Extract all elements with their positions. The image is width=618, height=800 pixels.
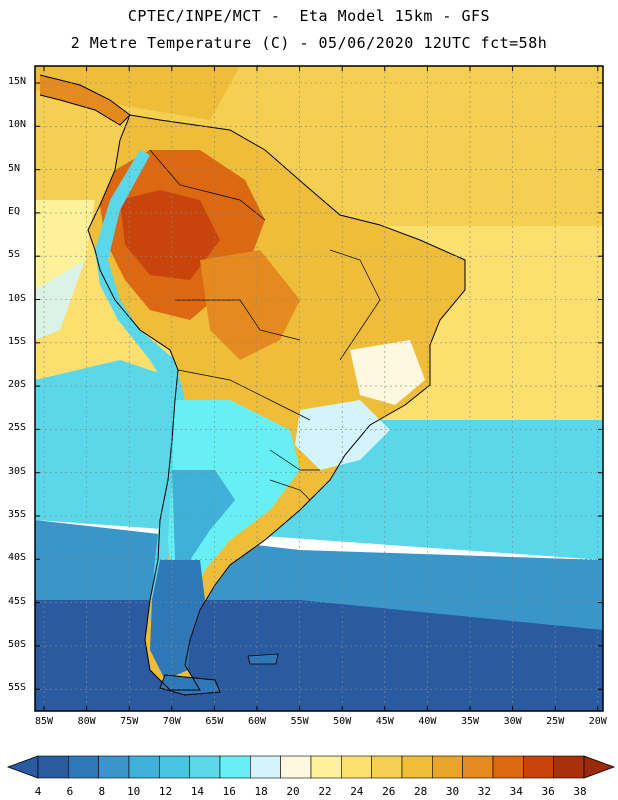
colorbar-label: 34 bbox=[509, 785, 523, 798]
colorbar-swatch bbox=[371, 755, 403, 779]
central-brazil-warm bbox=[200, 250, 300, 360]
andes-cool-ridge bbox=[95, 150, 185, 620]
lon-label: 60W bbox=[247, 716, 267, 727]
lat-label: 40S bbox=[8, 552, 27, 564]
colorbar-swatch bbox=[310, 755, 342, 779]
colorbar-swatch bbox=[280, 755, 312, 779]
tierra-del-fuego-coastline bbox=[159, 674, 221, 696]
colorbar-swatch bbox=[98, 755, 130, 779]
lon-label: 50W bbox=[333, 716, 352, 727]
lat-label: 55S bbox=[8, 682, 27, 694]
south-america-coastline bbox=[87, 114, 466, 691]
colorbar-swatch bbox=[341, 755, 372, 779]
lon-label: 80W bbox=[77, 716, 96, 727]
brazil-state-borders bbox=[329, 249, 381, 361]
lat-label: 20S bbox=[8, 379, 27, 391]
amazon-hottest-core bbox=[120, 190, 220, 280]
colorbar bbox=[6, 755, 616, 779]
lon-label: 25W bbox=[546, 716, 565, 727]
pacific-warm-patch bbox=[35, 66, 240, 120]
lat-label: 30S bbox=[8, 465, 27, 477]
colorbar-swatch bbox=[401, 755, 433, 779]
lat-label: 10N bbox=[8, 119, 27, 131]
colorbar-label: 30 bbox=[445, 785, 460, 798]
colorbar-swatch bbox=[68, 755, 99, 779]
colorbar-swatch bbox=[37, 755, 69, 779]
lat-label: 15N bbox=[8, 76, 27, 87]
colorbar-label: 22 bbox=[318, 785, 332, 798]
colorbar-label: 24 bbox=[350, 785, 364, 798]
lon-label: 55W bbox=[290, 716, 309, 727]
colorbar-swatch bbox=[462, 755, 494, 779]
colorbar-label: 10 bbox=[127, 785, 141, 798]
colorbar-label: 16 bbox=[222, 785, 236, 798]
colorbar-label: 14 bbox=[190, 785, 205, 798]
colorbar-swatch bbox=[523, 755, 554, 779]
lat-label: 5N bbox=[8, 162, 21, 174]
lon-label: 45W bbox=[375, 716, 394, 727]
colorbar-swatch bbox=[159, 755, 190, 779]
falkland-islands bbox=[247, 653, 279, 665]
lon-label: 75W bbox=[120, 716, 139, 727]
border-colombia-brazil bbox=[149, 149, 266, 221]
colorbar-label: 8 bbox=[98, 785, 106, 798]
central-america-coastline bbox=[39, 74, 131, 126]
colorbar-swatch bbox=[432, 755, 463, 779]
colorbar-label: 20 bbox=[286, 785, 300, 798]
border-uruguay bbox=[269, 449, 320, 471]
colorbar-swatch bbox=[219, 755, 251, 779]
lat-label: 5S bbox=[8, 249, 21, 261]
colorbar-label: 26 bbox=[382, 785, 396, 798]
colorbar-label: 4 bbox=[34, 785, 42, 798]
lat-label: 25S bbox=[8, 422, 27, 434]
border-bolivia-brazil bbox=[175, 299, 301, 341]
colorbar-swatch bbox=[492, 755, 524, 779]
lat-label: 35S bbox=[8, 509, 27, 520]
lat-label: 15S bbox=[8, 335, 27, 347]
map-frame bbox=[34, 65, 604, 712]
colorbar-label: 6 bbox=[66, 785, 74, 798]
colorbar-label: 36 bbox=[541, 785, 555, 798]
lon-label: 35W bbox=[460, 716, 480, 727]
highlands-mild bbox=[350, 340, 425, 405]
colorbar-swatch bbox=[128, 755, 160, 779]
lat-label: 10S bbox=[8, 292, 27, 304]
axis-ticks bbox=[35, 66, 603, 711]
colorbar-swatch bbox=[189, 755, 221, 779]
lat-label: 45S bbox=[8, 595, 27, 607]
lon-label: 40W bbox=[418, 716, 437, 727]
coastlines bbox=[39, 74, 466, 696]
southeast-brazil-mild bbox=[295, 400, 390, 470]
border-paraguay-argentina bbox=[177, 369, 311, 421]
colorbar-label: 28 bbox=[413, 785, 428, 798]
lon-label: 85W bbox=[34, 716, 54, 727]
colorbar-label: 32 bbox=[477, 785, 491, 798]
colorbar-swatch bbox=[250, 755, 281, 779]
temperature-field bbox=[35, 66, 603, 711]
lon-label: 30W bbox=[503, 716, 522, 727]
humboldt-cool-band bbox=[35, 260, 85, 340]
central-america-land bbox=[40, 75, 130, 125]
title-line-1: CPTEC/INPE/MCT - Eta Model 15km - GFS bbox=[127, 7, 491, 25]
lon-label: 70W bbox=[162, 716, 181, 727]
pampas-cold bbox=[172, 470, 235, 560]
colorbar-high-arrow bbox=[583, 755, 616, 779]
colorbar-low-arrow bbox=[6, 755, 39, 779]
rio-de-la-plata bbox=[269, 479, 311, 501]
colorbar-label: 12 bbox=[158, 785, 173, 798]
colorbar-label: 18 bbox=[254, 785, 268, 798]
lat-label: EQ bbox=[8, 205, 21, 217]
patagonia-cold bbox=[150, 560, 205, 680]
lon-label: 65W bbox=[205, 716, 224, 727]
lat-label: 50S bbox=[8, 638, 27, 650]
lon-label: 20W bbox=[588, 716, 607, 727]
colorbar-label: 38 bbox=[573, 785, 587, 798]
colorbar-swatch bbox=[553, 755, 585, 779]
title-line-2: 2 Metre Temperature (C) - 05/06/2020 12U… bbox=[70, 34, 548, 52]
